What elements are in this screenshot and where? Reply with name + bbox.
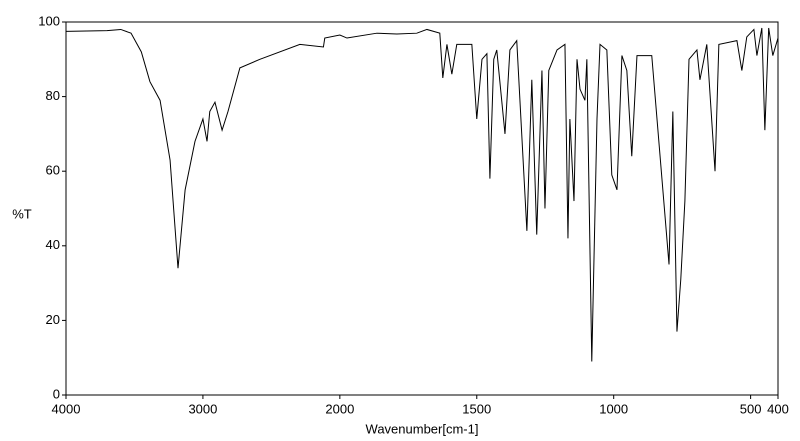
x-tick-label: 500 [740,401,762,416]
x-tick-label: 1500 [462,401,491,416]
y-axis-label: %T [12,206,32,221]
x-tick-label: 1000 [599,401,628,416]
x-tick-label: 3000 [188,401,217,416]
x-tick-label: 4000 [52,401,81,416]
plot-frame [65,21,779,396]
y-tick-label: 0 [53,386,60,401]
x-tick-label: 2000 [325,401,354,416]
y-tick-label: 40 [46,237,60,252]
y-tick-label: 20 [46,312,60,327]
x-axis-label: Wavenumber[cm-1] [366,421,479,436]
y-tick-label: 60 [46,163,60,178]
spectrum-line [65,27,779,362]
y-tick-label: 80 [46,88,60,103]
x-tick-label: 400 [767,401,789,416]
y-tick-label: 100 [38,13,60,28]
